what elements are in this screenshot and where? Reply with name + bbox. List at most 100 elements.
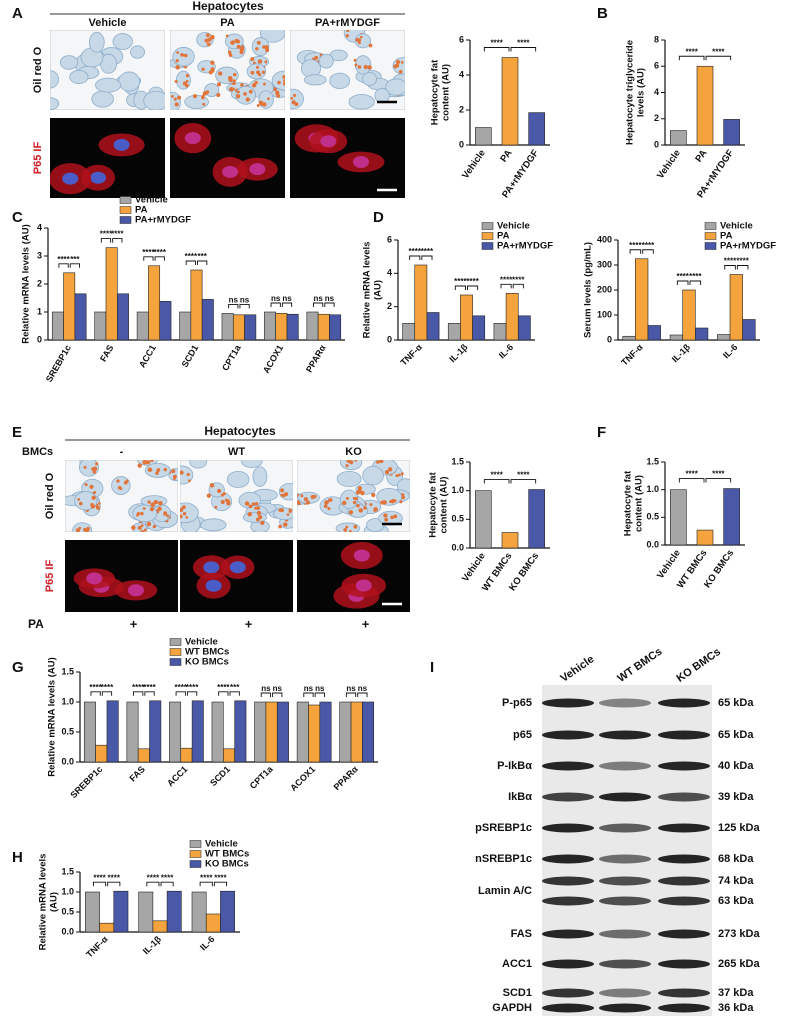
bar bbox=[83, 701, 96, 763]
lipid-droplet bbox=[78, 501, 83, 506]
significance-bracket bbox=[100, 238, 112, 243]
legend-swatch bbox=[704, 242, 717, 250]
lipid-droplet bbox=[224, 498, 228, 502]
y-tick-label: 0 bbox=[37, 334, 42, 344]
lipid-droplet bbox=[400, 495, 406, 500]
y-tick-label: 0.0 bbox=[61, 756, 74, 766]
chart: 0.0 0.5 1.0 1.5 Relative mRNA levels (AU) ****… bbox=[38, 839, 250, 960]
lipid-droplet bbox=[280, 508, 284, 513]
lane-label: KO BMCs bbox=[675, 646, 723, 685]
lipid-droplet bbox=[226, 501, 231, 506]
lipid-droplet bbox=[369, 503, 373, 507]
size-label: 63 kDa bbox=[718, 895, 754, 907]
chart: 0 2 4 6 8 Hepatocyte triglyceride levels (AU) V… bbox=[625, 34, 745, 200]
micrograph bbox=[50, 30, 165, 110]
blot-band bbox=[542, 1003, 594, 1013]
bar bbox=[308, 704, 321, 763]
significance-label: **** bbox=[154, 248, 167, 257]
lipid-droplet bbox=[398, 473, 401, 477]
lipid-droplet bbox=[363, 64, 368, 70]
significance-label: **** bbox=[147, 873, 160, 882]
y-tick-label: 0.0 bbox=[646, 539, 659, 549]
lipid-droplet bbox=[216, 82, 222, 87]
lipid-droplet bbox=[209, 483, 215, 488]
lipid-droplet bbox=[210, 34, 215, 40]
significance-bracket bbox=[260, 692, 272, 697]
blot-band bbox=[599, 929, 651, 939]
lipid-droplet bbox=[236, 90, 240, 94]
lipid-droplet bbox=[359, 35, 363, 39]
nucleus bbox=[249, 163, 266, 176]
y-tick-label: 6 bbox=[387, 234, 392, 244]
legend-label: PA bbox=[720, 231, 733, 242]
blot-band bbox=[658, 929, 710, 939]
y-axis-label: Serum levels (pg/mL) bbox=[583, 242, 594, 338]
lipid-droplet bbox=[290, 96, 294, 100]
y-tick-label: 2 bbox=[654, 113, 659, 123]
lipid-droplet bbox=[390, 515, 394, 520]
y-tick-label: 0 bbox=[459, 139, 464, 149]
lipid-droplet bbox=[148, 468, 153, 472]
nucleus bbox=[229, 561, 246, 574]
blot-band bbox=[658, 823, 710, 833]
treatment-mark: + bbox=[245, 616, 253, 631]
significance-bracket bbox=[724, 265, 736, 270]
lipid-droplet bbox=[383, 513, 388, 518]
lipid-droplet bbox=[395, 59, 401, 65]
significance-label: **** bbox=[689, 272, 702, 281]
legend-label: PA bbox=[135, 205, 148, 216]
y-tick-label: 100 bbox=[597, 309, 612, 319]
size-label: 65 kDa bbox=[718, 729, 754, 741]
significance-bracket bbox=[678, 55, 705, 61]
legend-label: Vehicle bbox=[720, 221, 753, 232]
significance-label: **** bbox=[500, 275, 513, 284]
cell bbox=[271, 70, 285, 91]
bar bbox=[254, 701, 267, 763]
micrograph bbox=[65, 540, 178, 612]
bar bbox=[475, 490, 492, 549]
lipid-droplet bbox=[357, 65, 362, 69]
y-tick-label: 1.0 bbox=[646, 484, 659, 494]
lipid-droplet bbox=[150, 502, 156, 507]
significance-label: **** bbox=[185, 252, 198, 261]
lipid-droplet bbox=[149, 460, 154, 463]
cell bbox=[329, 72, 351, 89]
y-tick-label: 0.5 bbox=[646, 512, 659, 522]
bar bbox=[105, 247, 118, 341]
lipid-droplet bbox=[206, 42, 211, 47]
bar bbox=[138, 891, 154, 933]
lipid-droplet bbox=[143, 528, 147, 532]
y-tick-label: 0.0 bbox=[451, 542, 464, 552]
x-tick-label: TNF-α bbox=[619, 342, 645, 368]
lipid-droplet bbox=[291, 100, 296, 105]
lipid-droplet bbox=[278, 524, 282, 529]
lipid-droplet bbox=[256, 70, 260, 75]
x-tick-label: Vehicle bbox=[460, 148, 488, 181]
x-tick-label: ACOX1 bbox=[288, 764, 317, 793]
lipid-droplet bbox=[147, 500, 151, 504]
cell bbox=[50, 70, 59, 89]
y-axis-label: Relative mRNA levels (AU) bbox=[47, 657, 58, 777]
significance-label: **** bbox=[143, 683, 156, 692]
lipid-droplet bbox=[348, 529, 352, 532]
x-tick-label: PA bbox=[693, 148, 709, 165]
panel-letter: A bbox=[12, 5, 23, 22]
column-label: Vehicle bbox=[89, 17, 127, 29]
significance-bracket bbox=[324, 302, 335, 307]
lipid-droplet bbox=[92, 470, 97, 474]
significance-bracket bbox=[146, 881, 160, 887]
x-tick-label: ACOX1 bbox=[261, 343, 285, 375]
significance-label: **** bbox=[421, 247, 434, 256]
cell bbox=[143, 90, 165, 110]
protein-label: p65 bbox=[513, 729, 532, 741]
y-tick-label: 1.0 bbox=[61, 886, 74, 896]
significance-bracket bbox=[112, 238, 123, 243]
y-tick-label: 400 bbox=[597, 234, 612, 244]
significance-label: ns bbox=[282, 294, 292, 303]
lipid-droplet bbox=[303, 497, 308, 502]
cell bbox=[69, 69, 89, 85]
bar bbox=[169, 701, 182, 763]
micrograph-content bbox=[297, 460, 410, 532]
treatment-mark: + bbox=[130, 616, 138, 631]
blot-band bbox=[542, 929, 594, 939]
